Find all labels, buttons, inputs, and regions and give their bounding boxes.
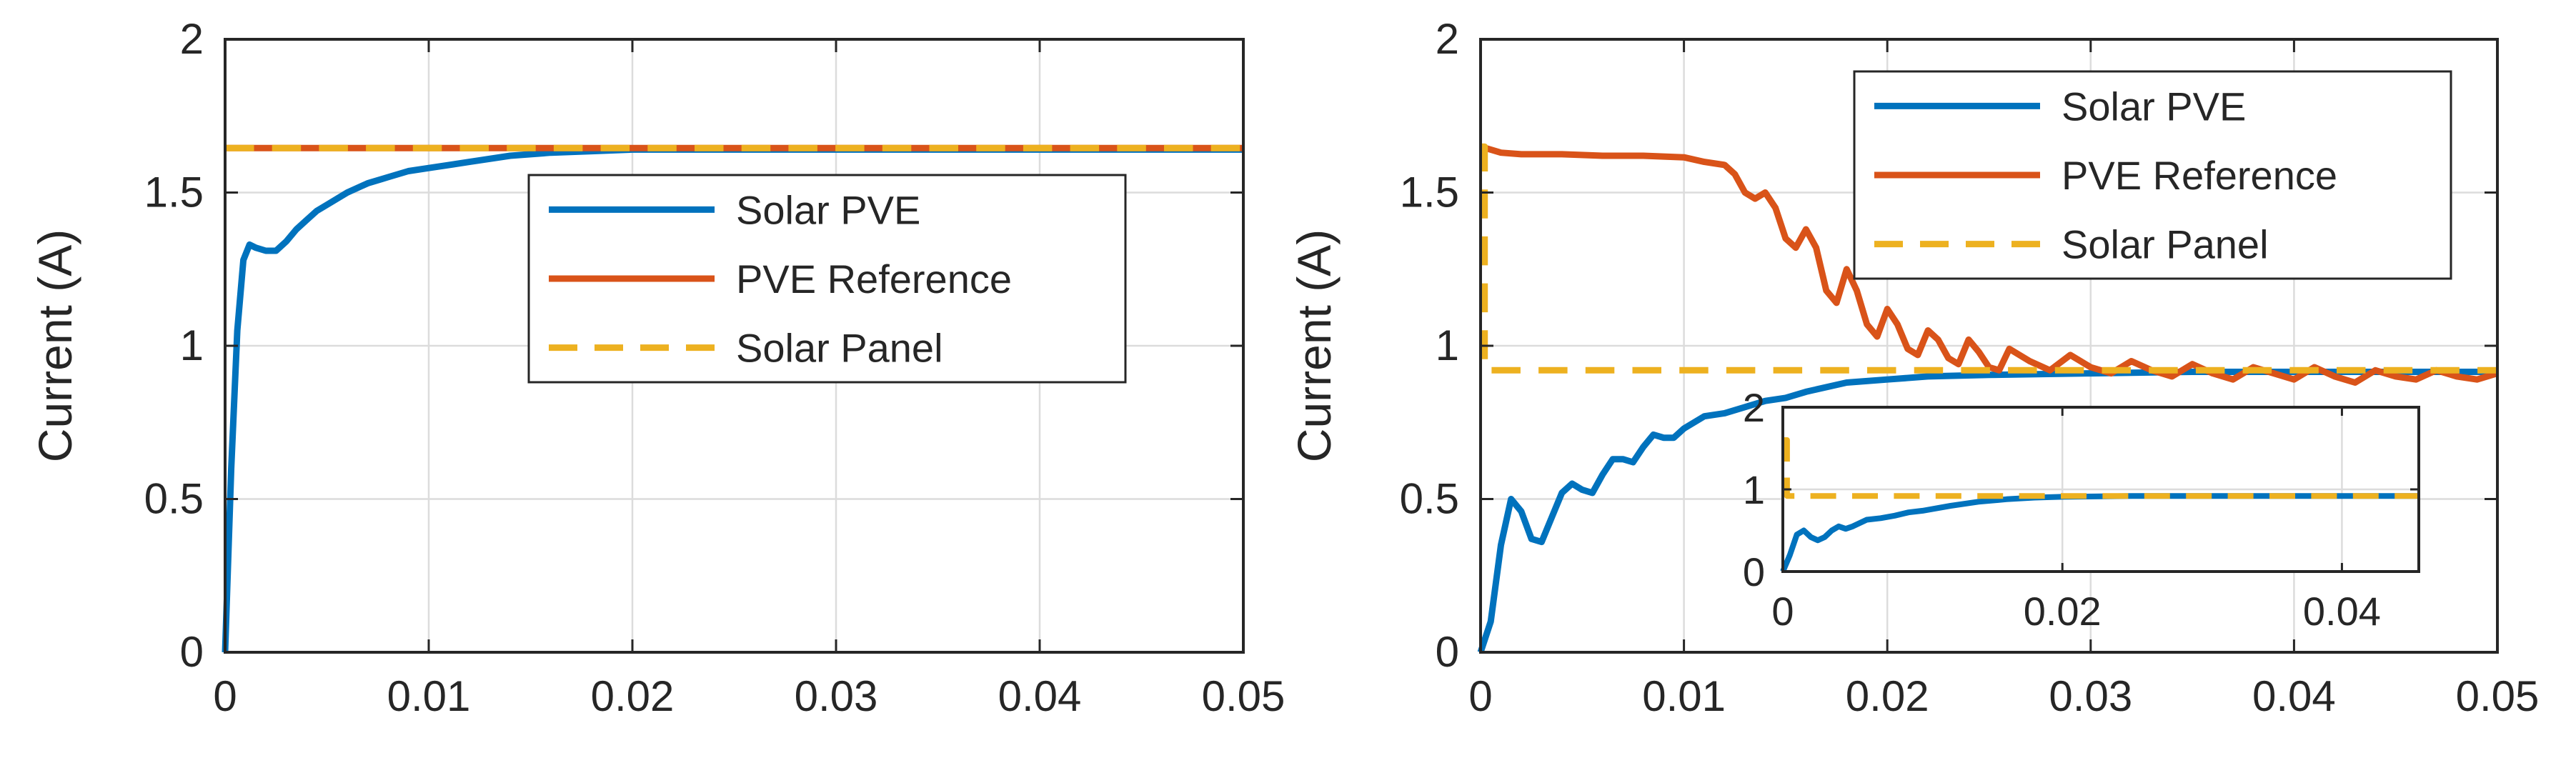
- right-series-pve-reference: [1479, 143, 2499, 386]
- left-y-tick-label: 1: [180, 321, 204, 369]
- right-legend-label-solar-pve: Solar PVE: [2062, 84, 2246, 129]
- inset-y-tick-label: 2: [1743, 385, 1765, 430]
- right-y-tick-label: 0.5: [1400, 475, 1459, 523]
- right-inset: 0 0.02 0.04 0 1 2: [1743, 385, 2420, 634]
- left-y-tick-label: 1.5: [144, 169, 204, 216]
- left-y-tick-label: 2: [180, 15, 204, 63]
- right-y-tick-label: 1: [1436, 321, 1459, 369]
- right-y-tick-label: 2: [1436, 15, 1459, 63]
- right-chart: 0 0.01 0.02 0.03 0.04 0.05 0 0.5 1 1.5 2 Current (A…: [1288, 15, 2539, 720]
- inset-x-tick-label: 0.02: [2024, 589, 2102, 634]
- right-legend-label-solar-panel: Solar Panel: [2062, 222, 2269, 267]
- left-chart: 0 0.01 0.02 0.03 0.04 0.05 0 0.5 1 1.5 2 Current (A…: [29, 15, 1285, 720]
- left-x-tick-label: 0.01: [387, 672, 471, 720]
- left-y-tick-label: 0.5: [144, 475, 204, 523]
- right-y-tick-label: 0: [1436, 628, 1459, 676]
- inset-series-solar-panel: [1783, 437, 2419, 499]
- right-x-tick-label: 0.02: [1846, 672, 1929, 720]
- left-legend-label-solar-panel: Solar Panel: [736, 326, 943, 371]
- left-x-tick-label: 0.05: [1202, 672, 1285, 720]
- inset-x-tick-label: 0.04: [2303, 589, 2381, 634]
- left-x-tick-label: 0: [213, 672, 237, 720]
- right-x-tick-label: 0.04: [2252, 672, 2336, 720]
- right-series-solar-pve: [1477, 369, 2497, 654]
- left-legend-label-pve-reference: PVE Reference: [736, 256, 1012, 301]
- right-x-tick-label: 0.01: [1642, 672, 1726, 720]
- right-x-tick-label: 0.03: [2049, 672, 2132, 720]
- right-y-tick-label: 1.5: [1400, 169, 1459, 216]
- right-series-solar-panel: [1481, 143, 2497, 374]
- left-y-axis-label: Current (A): [29, 229, 81, 462]
- left-x-tick-label: 0.03: [795, 672, 878, 720]
- inset-y-tick-label: 1: [1743, 467, 1765, 512]
- left-y-tick-label: 0: [180, 628, 204, 676]
- right-legend-label-pve-reference: PVE Reference: [2062, 153, 2337, 198]
- right-x-tick-label: 0: [1468, 672, 1492, 720]
- inset-y-tick-label: 0: [1743, 549, 1765, 594]
- left-x-tick-label: 0.04: [998, 672, 1082, 720]
- left-x-tick-label: 0.02: [591, 672, 675, 720]
- left-legend-label-solar-pve: Solar PVE: [736, 187, 920, 232]
- right-y-axis-label: Current (A): [1288, 229, 1341, 462]
- right-x-tick-label: 0.05: [2456, 672, 2540, 720]
- inset-x-tick-label: 0: [1771, 589, 1794, 634]
